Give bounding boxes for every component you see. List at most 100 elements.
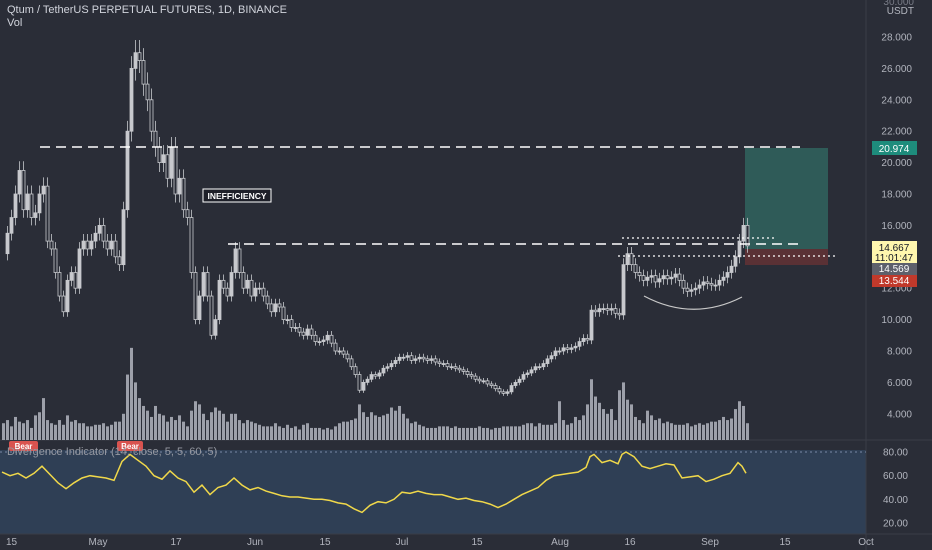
- time-tick-label: 15: [471, 537, 483, 548]
- candle: [521, 371, 526, 383]
- volume-bar: [162, 415, 165, 440]
- price-tick-label: 20.000: [881, 158, 912, 169]
- indicator-title[interactable]: Divergence Indicator (14, close, 5, 5, 6…: [7, 446, 218, 458]
- volume-bar: [398, 405, 401, 440]
- candle: [37, 185, 42, 221]
- volume-bar: [550, 424, 553, 440]
- time-tick-label: 15: [6, 537, 18, 548]
- candle: [733, 250, 738, 273]
- candle: [277, 298, 282, 313]
- volume-bar: [350, 420, 353, 440]
- candle: [541, 360, 546, 370]
- candle: [281, 301, 286, 325]
- candle: [389, 360, 394, 370]
- bear-badge-1: Bear: [9, 441, 38, 451]
- volume-bar: [590, 379, 593, 440]
- price-tick-label: 22.000: [881, 127, 912, 138]
- volume-bar: [178, 415, 181, 440]
- volume-bar: [702, 424, 705, 440]
- candle: [73, 266, 78, 294]
- time-axis[interactable]: 15 May 17 Jun 15 Jul 15 Aug 16 Sep 15 Oct: [6, 537, 874, 548]
- volume-bar: [718, 420, 721, 440]
- volume-bar: [210, 412, 213, 440]
- rounded-bottom-arc[interactable]: [643, 295, 743, 310]
- volume-bar: [158, 413, 161, 440]
- volume-bar: [722, 416, 725, 440]
- volume-bar: [334, 426, 337, 440]
- candle: [81, 234, 86, 256]
- volume-bar: [626, 399, 629, 440]
- candle: [29, 185, 34, 226]
- candle: [633, 258, 638, 279]
- inefficiency-text: INEFFICIENCY: [207, 191, 266, 201]
- volume-bar: [694, 424, 697, 440]
- candle: [685, 282, 690, 297]
- candle: [425, 355, 430, 364]
- volume-bar: [534, 426, 537, 440]
- volume-bar: [518, 426, 521, 440]
- candle: [5, 225, 10, 261]
- volume-bar: [574, 416, 577, 440]
- candle: [301, 327, 306, 340]
- candle: [533, 363, 538, 374]
- candle: [477, 376, 482, 384]
- volume-label[interactable]: Vol: [7, 17, 23, 29]
- inefficiency-label[interactable]: INEFFICIENCY: [202, 188, 272, 203]
- volume-bar: [102, 423, 105, 440]
- stop-zone: [745, 249, 828, 265]
- candle: [193, 266, 198, 325]
- volume-bar: [38, 412, 41, 440]
- candle: [377, 369, 382, 380]
- indicator-tick-label: 60.00: [883, 471, 908, 482]
- volume-bar: [74, 420, 77, 440]
- entry-badge: 14.569: [872, 263, 917, 275]
- symbol-title[interactable]: Qtum / TetherUS PERPETUAL FUTURES, 1D, B…: [7, 4, 287, 16]
- candle: [557, 347, 562, 355]
- volume-bar: [646, 410, 649, 440]
- volume-bar: [482, 427, 485, 440]
- candle: [593, 305, 598, 317]
- candle: [585, 334, 590, 345]
- volume-bar: [690, 426, 693, 440]
- volume-bar: [326, 427, 329, 440]
- volume-bar: [6, 420, 9, 440]
- candle: [625, 246, 630, 272]
- candle: [565, 343, 570, 354]
- volume-bar: [342, 421, 345, 440]
- time-tick-label: 16: [624, 537, 636, 548]
- candle: [597, 303, 602, 317]
- candle: [121, 201, 126, 272]
- volume-bar: [146, 410, 149, 440]
- candle: [13, 185, 18, 226]
- candle: [233, 242, 238, 279]
- volume-bar: [274, 423, 277, 440]
- candle: [41, 177, 46, 203]
- candle: [465, 368, 470, 378]
- candle: [445, 360, 450, 370]
- volume-bar: [446, 426, 449, 440]
- volume-bar: [290, 427, 293, 440]
- candle: [21, 161, 26, 218]
- volume-bar: [742, 405, 745, 440]
- volume-bar: [338, 423, 341, 440]
- price-tick-label: 12.000: [881, 284, 912, 295]
- volume-bar: [130, 347, 133, 440]
- price-scale[interactable]: 30.000 USDT 28.000 26.000 24.000 22.000 20.0…: [872, 0, 917, 420]
- volume-bar: [42, 398, 45, 440]
- candle: [361, 379, 366, 393]
- volume-bar: [410, 423, 413, 440]
- candle: [457, 365, 462, 374]
- volume-bar: [126, 374, 129, 440]
- volume-bar: [358, 404, 361, 440]
- volume-bar: [386, 413, 389, 440]
- volume-bar: [462, 427, 465, 440]
- volume-bar: [586, 404, 589, 440]
- time-tick-label: Sep: [701, 537, 719, 548]
- volume-bar: [242, 423, 245, 440]
- volume-bar: [438, 426, 441, 440]
- volume-bar: [554, 423, 557, 440]
- volume-bar: [570, 423, 573, 440]
- candle: [577, 337, 582, 351]
- candle: [77, 242, 82, 294]
